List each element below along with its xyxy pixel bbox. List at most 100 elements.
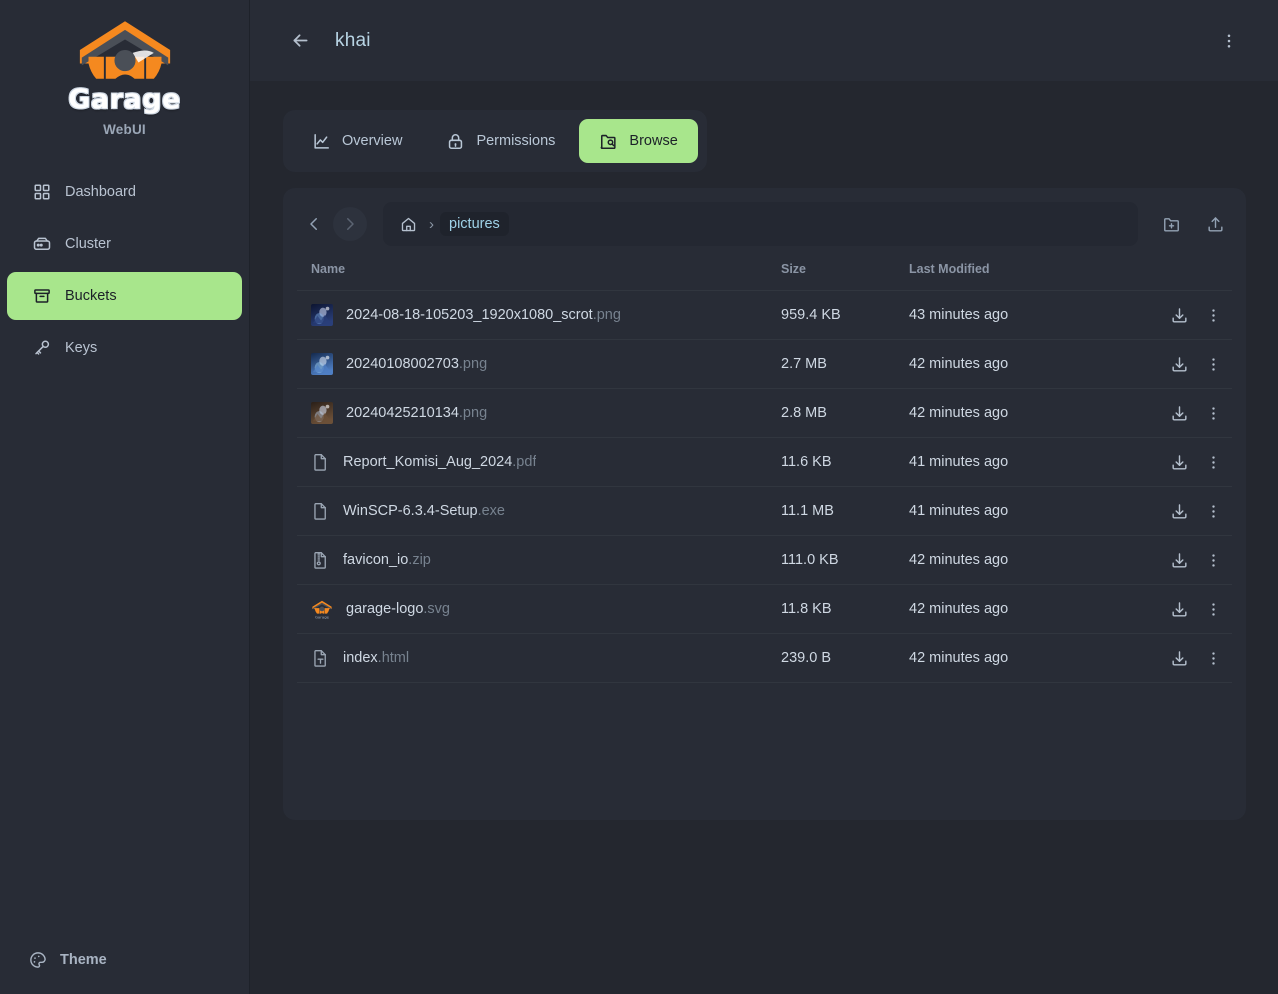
file-size: 111.0 KB bbox=[781, 552, 839, 568]
dots-vertical-icon bbox=[1211, 553, 1215, 567]
theme-button[interactable]: Theme bbox=[7, 938, 243, 982]
file-extension: .png bbox=[458, 405, 488, 421]
file-name: garage-logo.svg bbox=[346, 601, 450, 617]
dots-vertical-icon bbox=[1211, 357, 1215, 371]
row-menu-button[interactable] bbox=[1198, 643, 1228, 673]
file-modified: 43 minutes ago bbox=[909, 307, 1009, 323]
folder-plus-icon bbox=[1163, 217, 1179, 232]
tab-browse[interactable]: Browse bbox=[579, 119, 698, 163]
download-button[interactable] bbox=[1164, 545, 1194, 575]
download-button[interactable] bbox=[1164, 300, 1194, 330]
download-button[interactable] bbox=[1164, 349, 1194, 379]
column-header-name: Name bbox=[297, 262, 781, 291]
path-back-button[interactable] bbox=[297, 207, 331, 241]
row-menu-button[interactable] bbox=[1198, 300, 1228, 330]
table-row[interactable]: index.html 239.0 B 42 minutes ago bbox=[297, 634, 1232, 683]
file-modified: 41 minutes ago bbox=[909, 503, 1009, 519]
path-forward-button bbox=[333, 207, 367, 241]
image-icon bbox=[311, 304, 333, 326]
table-row[interactable]: favicon_io.zip 111.0 KB 42 minutes ago bbox=[297, 536, 1232, 585]
download-button[interactable] bbox=[1164, 594, 1194, 624]
breadcrumb-home-button[interactable] bbox=[393, 209, 423, 239]
table-row[interactable]: Garage garage-logo.svg 11.8 KB 42 minutes a… bbox=[297, 585, 1232, 634]
file-name: Report_Komisi_Aug_2024.pdf bbox=[343, 454, 537, 470]
dots-vertical-icon bbox=[1227, 33, 1231, 48]
sidebar-item-label: Cluster bbox=[65, 236, 111, 252]
garage-logo-icon: Garage bbox=[311, 598, 333, 620]
download-icon bbox=[1171, 454, 1187, 470]
row-menu-button[interactable] bbox=[1198, 349, 1228, 379]
download-button[interactable] bbox=[1164, 398, 1194, 428]
file-icon bbox=[311, 451, 330, 473]
tab-label: Overview bbox=[342, 133, 403, 149]
file-table-body: 2024-08-18-105203_1920x1080_scrot.png 959… bbox=[297, 291, 1232, 683]
row-menu-button[interactable] bbox=[1198, 496, 1228, 526]
file-name: 2024-08-18-105203_1920x1080_scrot.png bbox=[346, 307, 621, 323]
download-button[interactable] bbox=[1164, 447, 1194, 477]
table-row[interactable]: 2024-08-18-105203_1920x1080_scrot.png 959… bbox=[297, 291, 1232, 340]
new-folder-button[interactable] bbox=[1154, 207, 1188, 241]
column-header-actions bbox=[1140, 262, 1232, 291]
breadcrumb: › pictures bbox=[383, 202, 1138, 246]
download-icon bbox=[1171, 601, 1187, 617]
palette-icon bbox=[30, 952, 46, 968]
tab-overview[interactable]: Overview bbox=[292, 119, 422, 163]
main-area: khai Overview bbox=[250, 0, 1278, 994]
file-extension: .html bbox=[377, 650, 410, 666]
folder-search-icon bbox=[601, 134, 616, 149]
dots-vertical-icon bbox=[1211, 504, 1215, 518]
topbar: khai bbox=[250, 0, 1278, 81]
file-extension: .png bbox=[592, 307, 621, 323]
sidebar-item-keys[interactable]: Keys bbox=[7, 324, 242, 372]
sidebar-item-label: Keys bbox=[65, 340, 98, 356]
file-size: 959.4 KB bbox=[781, 307, 841, 323]
file-size: 11.1 MB bbox=[781, 503, 834, 519]
file-extension: .pdf bbox=[512, 454, 537, 470]
content: Overview Permissions bbox=[250, 81, 1278, 994]
back-button[interactable] bbox=[283, 24, 317, 58]
sidebar-item-buckets[interactable]: Buckets bbox=[7, 272, 242, 320]
table-row[interactable]: 20240425210134.png 2.8 MB 42 minutes ago bbox=[297, 389, 1232, 438]
file-table: Name Size Last Modified 2024-08-18-10520… bbox=[297, 262, 1232, 683]
download-icon bbox=[1171, 650, 1187, 666]
row-menu-button[interactable] bbox=[1198, 545, 1228, 575]
arrow-left-icon bbox=[293, 34, 307, 47]
file-size: 2.8 MB bbox=[781, 405, 827, 421]
svg-text:Garage: Garage bbox=[315, 615, 330, 620]
brand-name: Garage bbox=[68, 84, 181, 115]
bucket-menu-button[interactable] bbox=[1212, 24, 1246, 58]
server-icon bbox=[33, 237, 51, 250]
download-icon bbox=[1171, 405, 1187, 421]
tab-label: Permissions bbox=[476, 133, 556, 149]
row-menu-button[interactable] bbox=[1198, 398, 1228, 428]
key-icon bbox=[35, 340, 50, 355]
lock-icon bbox=[449, 133, 463, 149]
download-button[interactable] bbox=[1164, 643, 1194, 673]
breadcrumb-item-pictures[interactable]: pictures bbox=[440, 212, 509, 236]
sidebar-item-dashboard[interactable]: Dashboard bbox=[7, 168, 242, 216]
download-button[interactable] bbox=[1164, 496, 1194, 526]
dots-vertical-icon bbox=[1211, 455, 1215, 469]
row-menu-button[interactable] bbox=[1198, 447, 1228, 477]
sidebar-item-cluster[interactable]: Cluster bbox=[7, 220, 242, 268]
tab-permissions[interactable]: Permissions bbox=[426, 119, 575, 163]
table-row[interactable]: WinSCP-6.3.4-Setup.exe 11.1 MB 41 minutes … bbox=[297, 487, 1232, 536]
file-table-header-row: Name Size Last Modified bbox=[297, 262, 1232, 291]
file-extension: .svg bbox=[423, 601, 450, 617]
dots-vertical-icon bbox=[1211, 406, 1215, 420]
row-menu-button[interactable] bbox=[1198, 594, 1228, 624]
file-modified: 42 minutes ago bbox=[909, 356, 1009, 372]
file-icon bbox=[311, 500, 330, 522]
table-row[interactable]: Report_Komisi_Aug_2024.pdf 11.6 KB 41 minu… bbox=[297, 438, 1232, 487]
file-archive-icon bbox=[311, 549, 330, 571]
table-row[interactable]: 20240108002703.png 2.7 MB 42 minutes ago bbox=[297, 340, 1232, 389]
upload-icon bbox=[1207, 216, 1223, 232]
download-icon bbox=[1171, 307, 1187, 323]
layout-grid-icon bbox=[34, 184, 50, 200]
tab-bar: Overview Permissions bbox=[283, 110, 707, 172]
path-actions bbox=[1154, 207, 1232, 241]
home-icon bbox=[401, 217, 415, 231]
image-icon bbox=[311, 402, 333, 424]
upload-button[interactable] bbox=[1198, 207, 1232, 241]
